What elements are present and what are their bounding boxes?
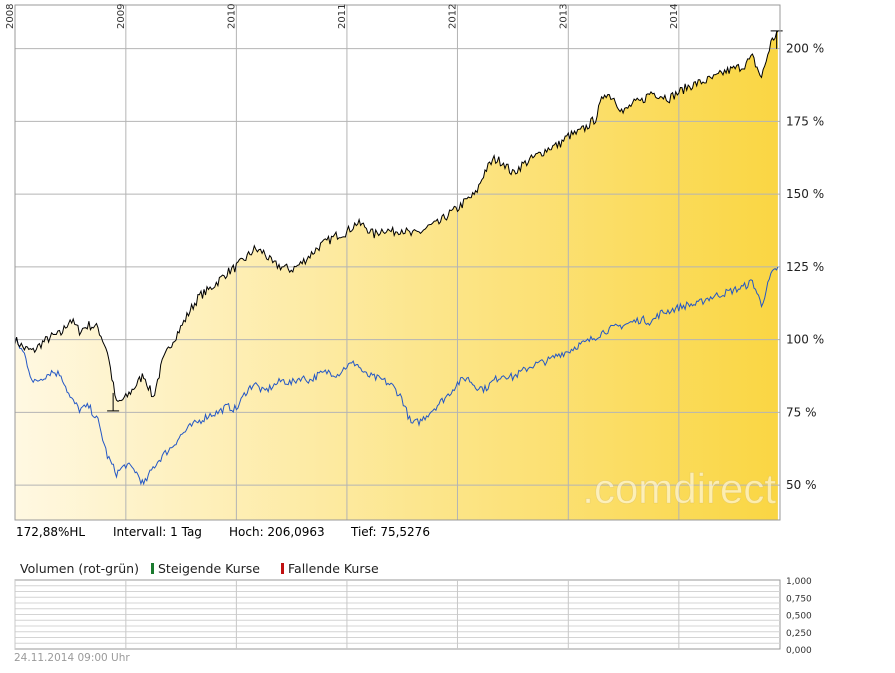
high-value: Hoch: 206,0963 — [229, 525, 325, 539]
price-line — [15, 30, 779, 403]
y-tick-label: 125 % — [786, 260, 824, 274]
y-tick-label: 175 % — [786, 114, 824, 128]
y-tick-label: 150 % — [786, 187, 824, 201]
legend-falling: Fallende Kurse — [281, 561, 379, 576]
x-tick-label: 2009 — [116, 4, 127, 29]
benchmark-line — [15, 266, 779, 486]
volume-y-tick-label: 1,000 — [786, 577, 812, 587]
x-tick-label: 2012 — [447, 4, 458, 29]
x-tick-label: 2014 — [669, 4, 680, 29]
low-value: Tief: 75,5276 — [351, 525, 430, 539]
x-tick-label: 2011 — [337, 4, 348, 29]
volume-y-tick-label: 0,250 — [786, 629, 812, 639]
plot-frame — [14, 4, 781, 521]
x-tick-label: 2010 — [226, 4, 237, 29]
interval-label: Intervall: 1 Tag — [113, 525, 202, 539]
timestamp: 24.11.2014 09:00 Uhr — [14, 652, 130, 664]
price-area — [15, 31, 778, 520]
volume-y-tick-label: 0,750 — [786, 594, 812, 604]
volume-y-tick-label: 0,500 — [786, 612, 812, 622]
y-tick-label: 200 % — [786, 42, 824, 56]
performance-value: 172,88%HL — [16, 525, 86, 539]
x-tick-label: 2008 — [5, 4, 16, 29]
y-tick-label: 100 % — [786, 333, 824, 347]
plot-area: .comdirect — [15, 5, 780, 520]
volume-title: Volumen (rot-grün) — [20, 561, 139, 576]
x-tick-label: 2013 — [558, 4, 569, 29]
legend-rising-label: Steigende Kurse — [158, 561, 260, 576]
y-tick-label: 50 % — [786, 478, 817, 492]
watermark-logo: .comdirect — [582, 465, 776, 512]
volume-y-tick-label: 0,000 — [786, 646, 812, 656]
legend-rising: Steigende Kurse — [151, 561, 260, 576]
falling-swatch — [281, 563, 284, 574]
legend-falling-label: Fallende Kurse — [288, 561, 379, 576]
y-tick-label: 75 % — [786, 405, 817, 419]
rising-swatch — [151, 563, 154, 574]
